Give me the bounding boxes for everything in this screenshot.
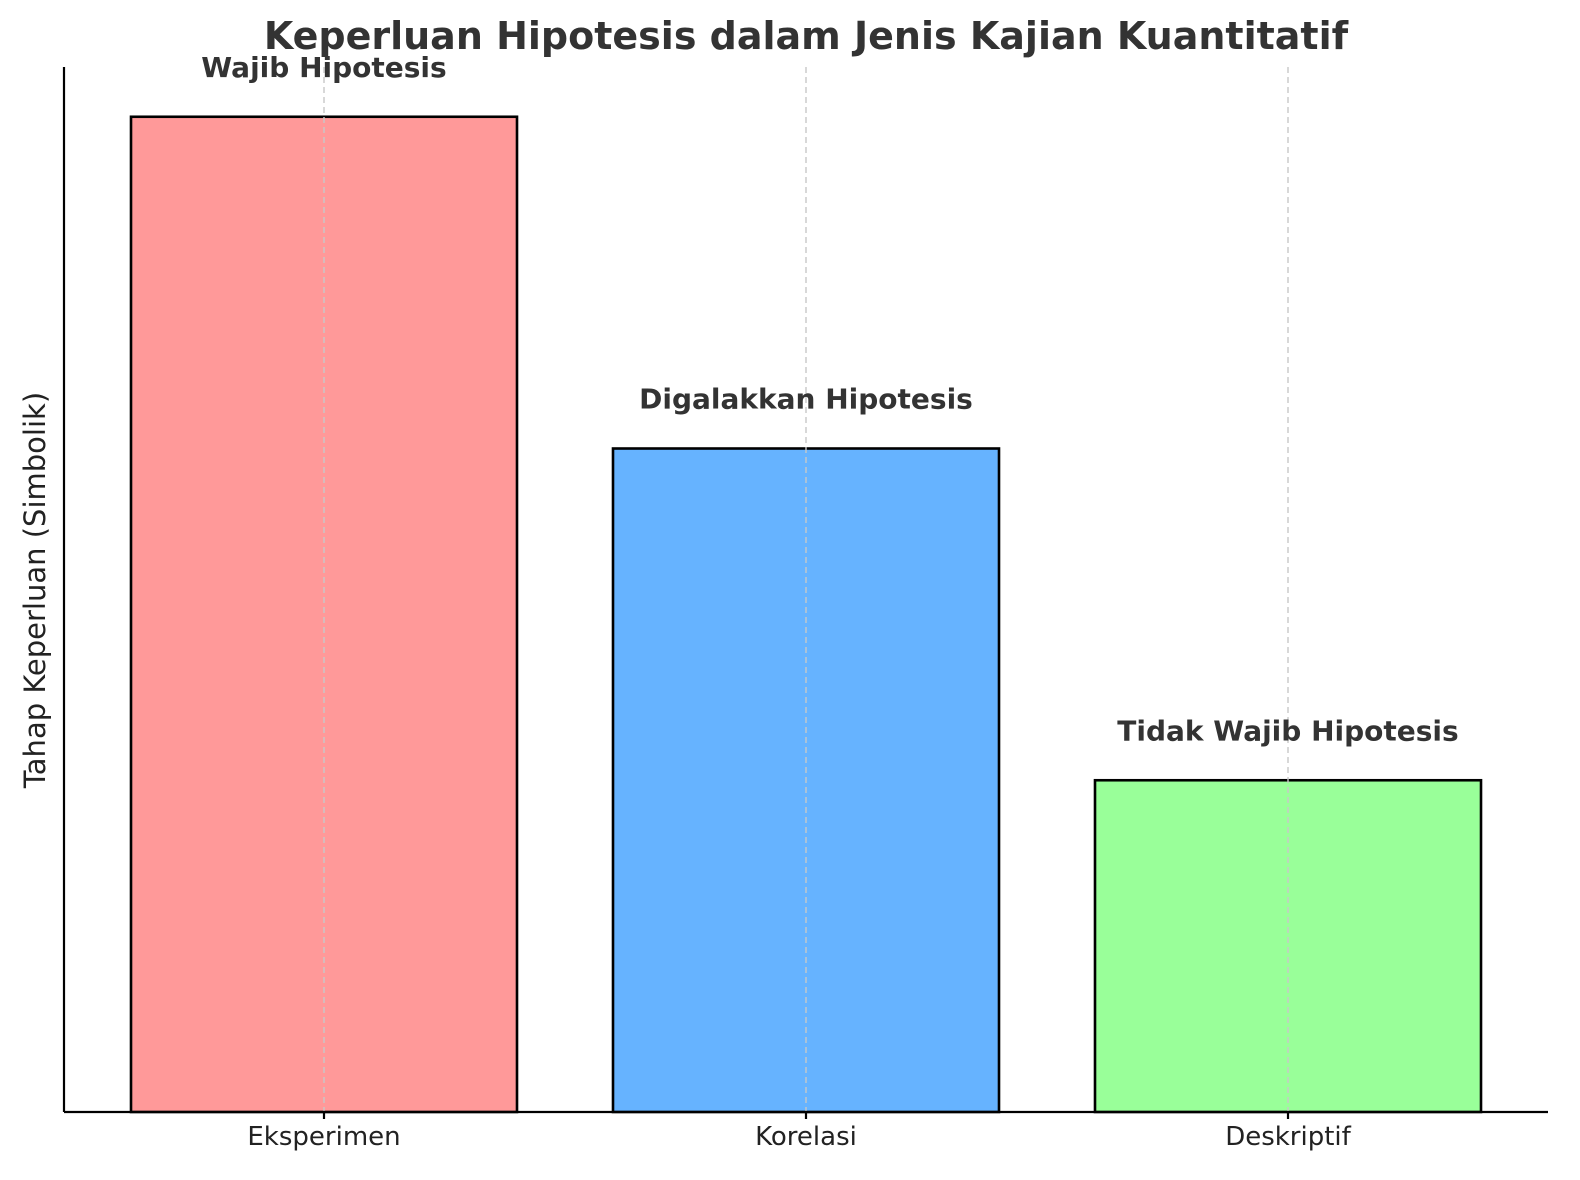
x-tick-label-korelasi: Korelasi [755, 1122, 857, 1152]
bar-labels: Wajib Hipotesis Digalakkan Hipotesis Tidak… [201, 51, 1458, 747]
bar-label-deskriptif: Tidak Wajib Hipotesis [1117, 714, 1458, 747]
x-tick-labels: Eksperimen Korelasi Deskriptif [247, 1112, 1352, 1152]
bar-deskriptif [1093, 778, 1483, 1114]
x-tick-label-deskriptif: Deskriptif [1225, 1122, 1351, 1152]
chart-title: Keperluan Hipotesis dalam Jenis Kajian K… [264, 14, 1349, 58]
x-tick-label-eksperimen: Eksperimen [247, 1122, 400, 1152]
bar-label-eksperimen: Wajib Hipotesis [201, 51, 446, 84]
y-axis-label: Tahap Keperluan (Simbolik) [18, 392, 52, 789]
bar-label-korelasi: Digalakkan Hipotesis [639, 383, 973, 416]
bars [129, 67, 1483, 1114]
